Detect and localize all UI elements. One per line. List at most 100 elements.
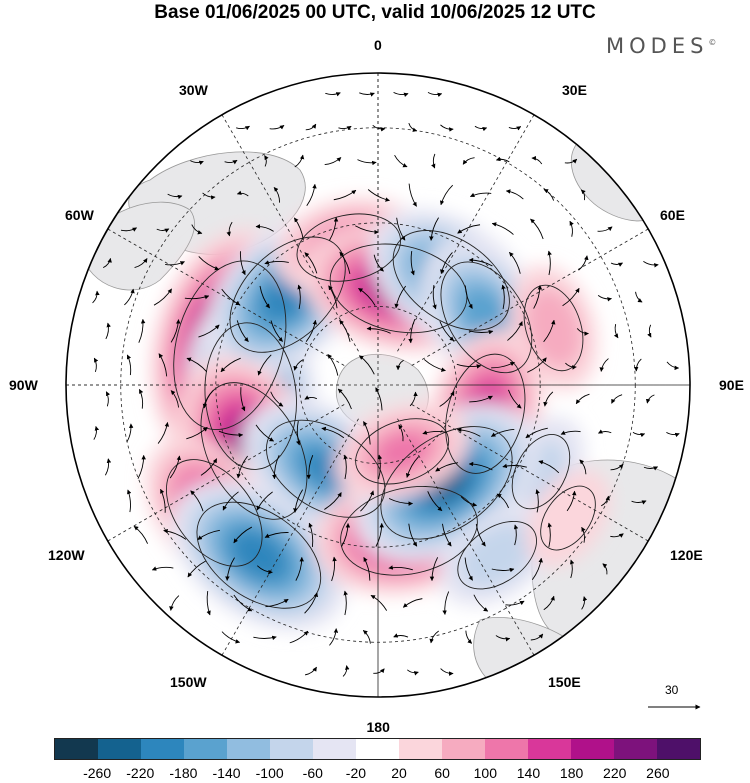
wind-arrow xyxy=(190,490,204,512)
wind-arrow xyxy=(460,496,478,507)
wind-arrow xyxy=(206,590,211,616)
wind-arrow xyxy=(508,389,522,409)
anomaly-contours xyxy=(165,213,596,609)
wind-arrow xyxy=(225,557,235,581)
wind-arrow xyxy=(304,252,318,274)
wind-arrow xyxy=(439,321,455,342)
wind-arrow xyxy=(597,429,612,434)
wind-arrow xyxy=(576,328,589,336)
anomaly-blob xyxy=(525,469,611,567)
wind-arrow xyxy=(163,528,187,540)
wind-arrow xyxy=(581,526,586,543)
brand-mark: © xyxy=(708,38,717,47)
longitude-label: 180 xyxy=(366,719,390,735)
wind-arrow xyxy=(264,532,289,538)
wind-arrow xyxy=(362,630,371,644)
wind-arrow xyxy=(408,523,418,547)
wind-arrow xyxy=(533,284,543,309)
wind-arrow xyxy=(325,92,341,97)
wind-arrow xyxy=(465,630,473,644)
wind-arrow xyxy=(427,491,443,512)
wind-arrow xyxy=(157,422,170,444)
wind-arrow xyxy=(329,628,339,646)
wind-arrow xyxy=(578,255,589,271)
wind-arrow xyxy=(306,454,314,480)
wind-arrow xyxy=(341,522,351,547)
wind-arrow xyxy=(377,454,383,480)
wind-arrow xyxy=(560,430,581,435)
wind-arrow xyxy=(186,357,208,373)
wind-arrow xyxy=(337,388,352,410)
anomaly-contour xyxy=(355,418,450,485)
wind-arrow xyxy=(432,284,437,310)
colorbar-segment xyxy=(571,739,614,759)
wind-arrow xyxy=(372,124,386,132)
wind-arrow xyxy=(367,189,390,202)
anomaly-level xyxy=(524,287,583,369)
anomaly-contour xyxy=(229,236,346,353)
longitude-label: 30E xyxy=(562,82,587,98)
wind-arrow xyxy=(321,426,345,439)
wind-arrow xyxy=(373,254,384,272)
anomaly-contour xyxy=(204,322,297,470)
wind-arrow xyxy=(308,522,314,547)
wind-arrow xyxy=(408,318,416,344)
wind-arrow xyxy=(530,633,544,641)
wind-arrow xyxy=(581,596,588,610)
wind-arrow xyxy=(127,489,132,513)
anomaly-contour xyxy=(392,230,510,331)
longitude-label: 0 xyxy=(374,37,382,53)
wind-arrow xyxy=(375,387,383,411)
wind-arrow xyxy=(456,427,481,437)
wind-arrow xyxy=(305,666,317,676)
wind-arrow xyxy=(343,590,348,616)
wind-arrow xyxy=(610,463,624,471)
wind-arrow xyxy=(236,190,249,197)
anomaly-contour xyxy=(200,382,308,520)
wind-arrow xyxy=(468,329,494,335)
wind-arrow xyxy=(102,257,112,269)
wind-arrow xyxy=(388,565,413,571)
wind-arrow xyxy=(233,594,253,612)
wind-arrow xyxy=(502,463,527,469)
wind-arrow xyxy=(599,358,609,372)
wind-arrow xyxy=(324,492,342,510)
wind-arrow xyxy=(491,222,514,235)
wind-arrow xyxy=(259,285,271,309)
wind-arrow xyxy=(423,359,446,372)
wind-arrow xyxy=(394,154,408,168)
wind-arrow xyxy=(93,357,99,373)
wind-arrow xyxy=(513,524,519,546)
longitude-label: 150E xyxy=(548,674,581,690)
colorbar-tick-label: 60 xyxy=(434,765,450,781)
wind-arrow xyxy=(370,594,388,611)
colorbar-segment xyxy=(485,739,528,759)
wind-arrow xyxy=(170,390,180,408)
wind-arrow xyxy=(490,429,515,437)
anomaly-blob xyxy=(171,479,346,631)
wind-arrow xyxy=(366,326,391,334)
wind-arrow xyxy=(202,389,214,409)
wind-arrow xyxy=(240,387,246,412)
colorbar-tick-label: -100 xyxy=(255,765,284,781)
wind-arrow xyxy=(120,227,138,232)
wind-arrow xyxy=(508,126,522,131)
wind-arrow xyxy=(293,359,304,371)
longitude-label: 90E xyxy=(719,377,744,393)
wind-arrow xyxy=(218,430,244,438)
longitude-label: 90W xyxy=(9,377,38,393)
wind-arrow xyxy=(429,557,439,582)
wind-arrow xyxy=(126,423,134,443)
wind-arrow xyxy=(393,633,409,638)
wind-arrow xyxy=(439,184,454,206)
wind-arrow xyxy=(394,285,407,309)
colorbar-segment xyxy=(528,739,571,759)
colorbar-segment xyxy=(270,739,313,759)
wind-arrow xyxy=(233,526,253,544)
wind-arrow xyxy=(105,458,112,476)
wind-arrow xyxy=(236,455,248,479)
wind-arrow xyxy=(265,598,289,608)
wind-arrow xyxy=(355,225,379,235)
colorbar-tick-label: 260 xyxy=(646,765,670,781)
wind-arrow xyxy=(597,226,613,232)
